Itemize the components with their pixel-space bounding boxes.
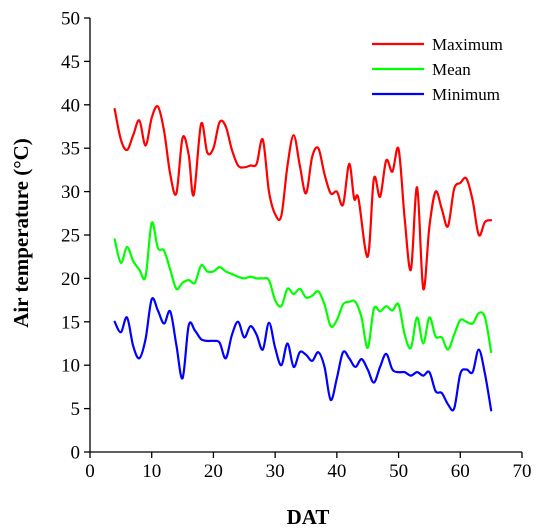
y-tick-label: 50 bbox=[61, 9, 80, 30]
series-layer bbox=[113, 105, 493, 412]
x-axis-title: DAT bbox=[287, 505, 330, 529]
y-tick-label: 5 bbox=[71, 399, 81, 420]
legend: Maximum Mean Minimum bbox=[372, 35, 503, 104]
legend-label-minimum: Minimum bbox=[432, 85, 500, 104]
y-tick-label: 20 bbox=[61, 269, 80, 290]
legend-label-mean: Mean bbox=[432, 60, 471, 79]
y-tick-label: 10 bbox=[61, 356, 80, 377]
y-tick-label: 15 bbox=[61, 312, 80, 333]
x-tick-label: 40 bbox=[327, 461, 346, 482]
y-tick-label: 35 bbox=[61, 139, 80, 160]
y-tick-label: 0 bbox=[71, 443, 81, 464]
x-tick-label: 20 bbox=[204, 461, 223, 482]
x-tick-label: 50 bbox=[389, 461, 408, 482]
x-tick-label: 0 bbox=[85, 461, 95, 482]
y-axis-title: Air temperature (°C) bbox=[9, 138, 33, 328]
series-line-minimum bbox=[113, 297, 493, 412]
x-tick-label: 70 bbox=[513, 461, 532, 482]
legend-label-maximum: Maximum bbox=[432, 35, 503, 54]
series-line-maximum bbox=[113, 105, 493, 291]
y-tick-label: 25 bbox=[61, 226, 80, 247]
y-tick-label: 30 bbox=[61, 182, 80, 203]
axes: 0 10 20 30 40 50 60 70 0 5 10 15 20 25 30 35 40 45 50 bbox=[61, 9, 532, 483]
series-line-mean bbox=[113, 221, 493, 354]
y-tick-label: 45 bbox=[61, 52, 80, 73]
x-tick-label: 30 bbox=[266, 461, 285, 482]
y-tick-label: 40 bbox=[61, 95, 80, 116]
x-tick-label: 10 bbox=[142, 461, 161, 482]
x-tick-label: 60 bbox=[451, 461, 470, 482]
